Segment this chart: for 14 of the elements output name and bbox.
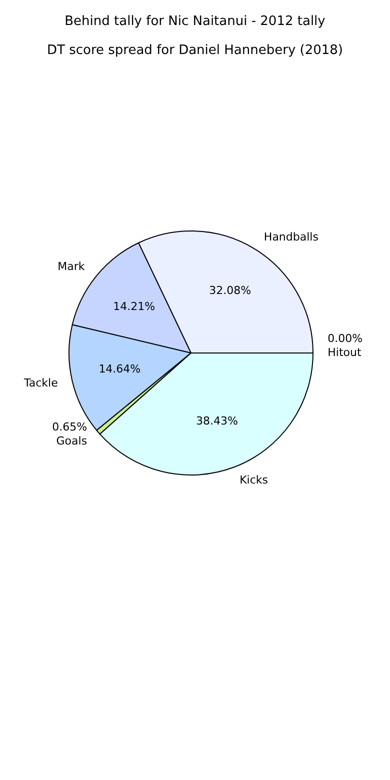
data-label: 14.21% <box>113 300 156 313</box>
slice-label: Mark <box>58 260 86 274</box>
data-label: 32.08% <box>209 284 252 298</box>
slice-label: Handballs <box>264 230 319 244</box>
chart-title: Behind tally for Nic Naitanui - 2012 tally <box>64 14 326 29</box>
slice-label: Tackle <box>22 376 58 390</box>
slice-label: Kicks <box>240 474 268 487</box>
chart-subtitle: DT score spread for Daniel Hannebery (2018) <box>46 43 344 58</box>
data-label: 38.43% <box>196 414 238 428</box>
data-label: 14.64% <box>98 362 141 376</box>
category-label: Hitout <box>328 346 362 360</box>
data-label: 0.65% <box>52 420 88 434</box>
text: 0.00% <box>328 332 363 346</box>
slice-label: Goals <box>56 434 88 448</box>
